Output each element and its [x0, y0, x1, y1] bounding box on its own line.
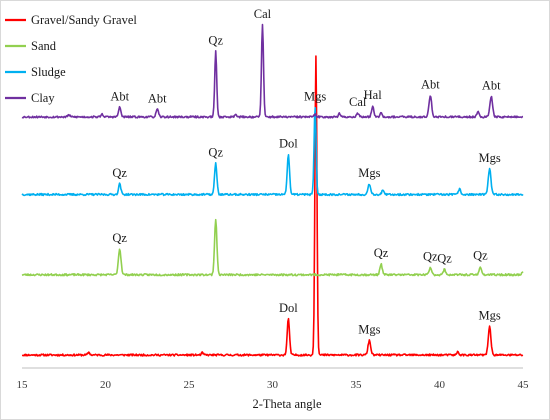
peak-label: Qz: [437, 251, 452, 265]
peak-label: Abt: [110, 89, 129, 103]
series-layer: [21, 23, 524, 357]
x-axis-title: 2-Theta angle: [252, 397, 322, 411]
peak-label: Qz: [112, 166, 127, 180]
peak-label: Dol: [279, 136, 298, 150]
x-tick-label: 35: [351, 379, 363, 391]
legend-label: Sand: [31, 39, 57, 53]
legend: Gravel/Sandy Gravel Sand Sludge Clay: [5, 13, 137, 105]
x-tick-label: 25: [184, 379, 196, 391]
x-tick-label: 30: [267, 379, 279, 391]
x-tick-label: 40: [434, 379, 446, 391]
peak-label: Abt: [421, 78, 440, 92]
series-line-sludge: [21, 106, 524, 197]
peak-label: Abt: [482, 79, 501, 93]
peak-label: Cal: [254, 7, 272, 21]
peak-label: Mgs: [478, 309, 500, 323]
peak-label: Qz: [208, 145, 223, 159]
peak-label: Qz: [423, 249, 438, 263]
legend-label: Gravel/Sandy Gravel: [31, 13, 137, 27]
peak-label: Abt: [148, 91, 167, 105]
peak-label: Mgs: [358, 166, 380, 180]
legend-label: Clay: [31, 91, 55, 105]
legend-label: Sludge: [31, 65, 66, 79]
peak-label: Dol: [279, 301, 298, 315]
x-tick-label: 15: [17, 379, 29, 391]
peak-label: Qz: [473, 249, 488, 263]
peak-label: Mgs: [304, 89, 326, 103]
peak-label: Qz: [208, 34, 223, 48]
x-tick-label: 20: [100, 379, 112, 391]
peak-label: Mgs: [478, 151, 500, 165]
series-line-gravel-sandy-gravel: [21, 55, 524, 357]
series-line-sand: [21, 218, 524, 277]
x-tick-layer: 15 20 25 30 35 40 45: [17, 379, 530, 391]
peak-label: Cal: [349, 95, 367, 109]
peak-label: Mgs: [358, 323, 380, 337]
peak-label: Qz: [112, 231, 127, 245]
peak-label: Hal: [364, 88, 383, 102]
peak-label: Qz: [374, 246, 389, 260]
x-tick-label: 45: [518, 379, 530, 391]
series-line-clay: [21, 23, 524, 119]
